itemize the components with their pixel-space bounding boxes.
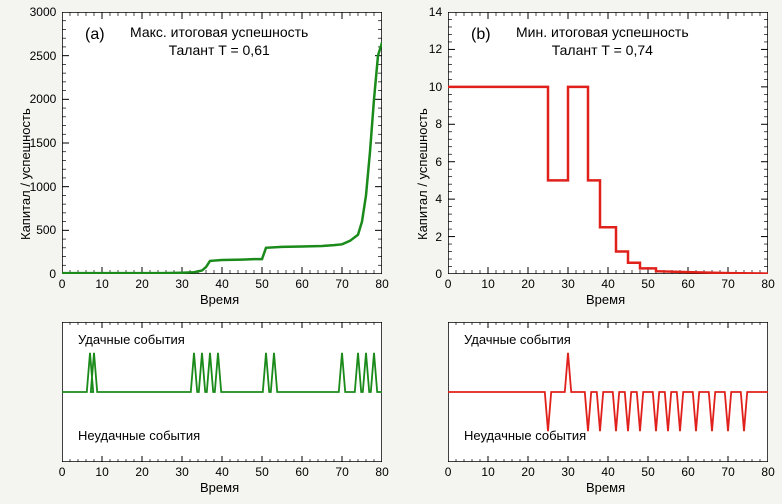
xtick-label: 10 bbox=[481, 277, 494, 291]
xtick-label: 30 bbox=[175, 465, 188, 479]
xtick-label: 0 bbox=[445, 277, 452, 291]
xtick-label: 80 bbox=[761, 277, 774, 291]
ytick-label: 2500 bbox=[30, 49, 57, 63]
xtick-label: 60 bbox=[681, 465, 694, 479]
xtick-label: 50 bbox=[255, 277, 268, 291]
xtick-label: 70 bbox=[721, 465, 734, 479]
xtick-label: 60 bbox=[681, 277, 694, 291]
panel-a-label: (a) bbox=[85, 26, 105, 44]
panel-b-label: (b) bbox=[471, 26, 491, 44]
ytick-label: 6 bbox=[435, 155, 442, 169]
ytick-label: 500 bbox=[36, 223, 56, 237]
panel-a-title: Макс. итоговая успешность Талант T = 0,61 bbox=[130, 24, 308, 59]
panel-a-unlucky-label: Неудачные события bbox=[78, 428, 200, 443]
ytick-label: 4 bbox=[435, 192, 442, 206]
xtick-label: 80 bbox=[761, 465, 774, 479]
xtick-label: 70 bbox=[335, 277, 348, 291]
xtick-label: 10 bbox=[95, 465, 108, 479]
panel-b-title-line2: Талант T = 0,74 bbox=[552, 42, 653, 58]
panel-b-title: Мин. итоговая успешность Талант T = 0,74 bbox=[516, 24, 689, 59]
xtick-label: 30 bbox=[561, 465, 574, 479]
panel-a-xlabel: Время bbox=[200, 292, 239, 307]
xtick-label: 70 bbox=[335, 465, 348, 479]
xtick-label: 80 bbox=[375, 465, 388, 479]
xtick-label: 20 bbox=[521, 277, 534, 291]
panel-b-title-line1: Мин. итоговая успешность bbox=[516, 24, 689, 40]
panel-a-bottom-xlabel: Время bbox=[200, 480, 239, 495]
xtick-label: 0 bbox=[59, 277, 66, 291]
ytick-label: 3000 bbox=[30, 5, 57, 19]
panel-b-ylabel: Капитал / успешность bbox=[415, 108, 430, 240]
panel-b-bottom-xlabel: Время bbox=[586, 480, 625, 495]
xtick-label: 0 bbox=[59, 465, 66, 479]
panel-a-title-line1: Макс. итоговая успешность bbox=[130, 24, 308, 40]
panel-b-xlabel: Время bbox=[586, 292, 625, 307]
ytick-label: 12 bbox=[429, 42, 442, 56]
panel-a-ylabel: Капитал / успешность bbox=[18, 108, 33, 240]
ytick-label: 8 bbox=[435, 117, 442, 131]
xtick-label: 40 bbox=[215, 277, 228, 291]
xtick-label: 40 bbox=[215, 465, 228, 479]
xtick-label: 30 bbox=[175, 277, 188, 291]
panel-a-lucky-label: Удачные события bbox=[78, 332, 185, 347]
xtick-label: 30 bbox=[561, 277, 574, 291]
xtick-label: 50 bbox=[641, 277, 654, 291]
ytick-label: 0 bbox=[435, 267, 442, 281]
xtick-label: 80 bbox=[375, 277, 388, 291]
panel-a-title-line2: Талант T = 0,61 bbox=[169, 42, 270, 58]
xtick-label: 60 bbox=[295, 277, 308, 291]
ytick-label: 2000 bbox=[30, 92, 57, 106]
ytick-label: 10 bbox=[429, 80, 442, 94]
ytick-label: 1000 bbox=[30, 180, 57, 194]
xtick-label: 60 bbox=[295, 465, 308, 479]
xtick-label: 20 bbox=[135, 277, 148, 291]
xtick-label: 40 bbox=[601, 465, 614, 479]
panel-b-lucky-label: Удачные события bbox=[464, 332, 571, 347]
xtick-label: 70 bbox=[721, 277, 734, 291]
xtick-label: 50 bbox=[641, 465, 654, 479]
xtick-label: 50 bbox=[255, 465, 268, 479]
xtick-label: 40 bbox=[601, 277, 614, 291]
ytick-label: 1500 bbox=[30, 136, 57, 150]
panel-b-unlucky-label: Неудачные события bbox=[464, 428, 586, 443]
ytick-label: 2 bbox=[435, 230, 442, 244]
xtick-label: 20 bbox=[521, 465, 534, 479]
xtick-label: 0 bbox=[445, 465, 452, 479]
xtick-label: 10 bbox=[481, 465, 494, 479]
ytick-label: 0 bbox=[49, 267, 56, 281]
xtick-label: 20 bbox=[135, 465, 148, 479]
xtick-label: 10 bbox=[95, 277, 108, 291]
ytick-label: 14 bbox=[429, 5, 442, 19]
